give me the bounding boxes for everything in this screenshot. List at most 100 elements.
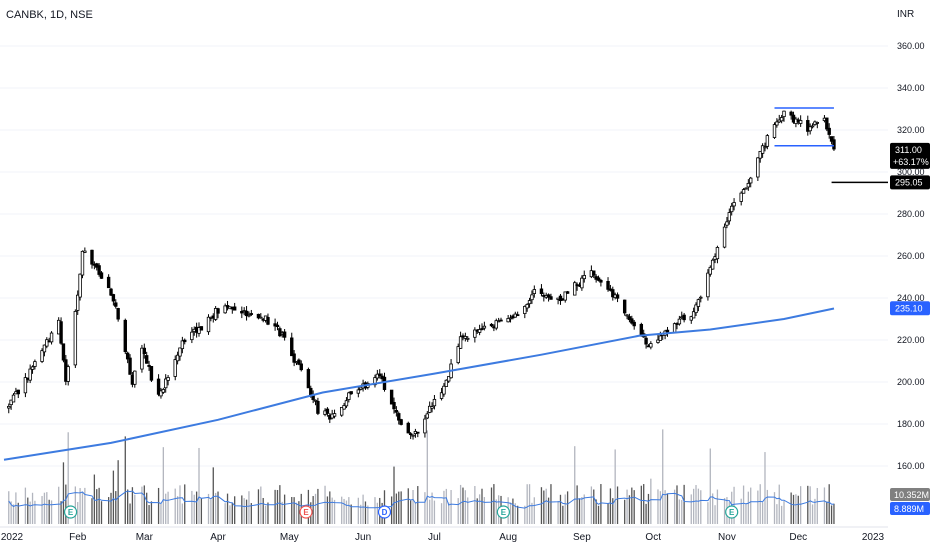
- candle-body: [699, 296, 703, 299]
- candle-body: [223, 305, 227, 314]
- candle-body: [161, 389, 166, 393]
- candle-body: [760, 145, 765, 154]
- candle-body: [580, 277, 584, 289]
- candle-body: [656, 339, 660, 343]
- candle-body: [439, 392, 444, 399]
- candle-body: [489, 323, 494, 327]
- candle-body: [456, 346, 460, 364]
- candle-body: [782, 110, 786, 118]
- x-tick-label: 2023: [862, 532, 885, 543]
- event-marker-label: E: [501, 508, 507, 517]
- candle-body: [206, 316, 211, 333]
- candle-body: [240, 310, 244, 314]
- candle-body: [313, 399, 318, 402]
- candle-body: [806, 120, 810, 132]
- price-label-box: [890, 175, 930, 190]
- event-marker-label: E: [303, 508, 309, 517]
- candle-body: [746, 182, 751, 188]
- candle-body: [339, 407, 344, 416]
- candle-body: [592, 270, 596, 276]
- candle-body: [249, 313, 254, 315]
- candle-body: [527, 300, 532, 305]
- y-tick-label: 200.00: [897, 377, 925, 387]
- x-tick-label: May: [280, 532, 299, 543]
- candle-body: [515, 314, 520, 317]
- candle-body: [442, 385, 446, 395]
- candle-body: [140, 347, 144, 370]
- candle-body: [622, 299, 627, 314]
- candle-body: [247, 314, 251, 317]
- candle-body: [482, 325, 487, 329]
- candle-body: [763, 146, 767, 149]
- event-marker: [725, 505, 739, 519]
- candle-body: [290, 337, 294, 357]
- candle-body: [808, 126, 812, 132]
- event-marker: [299, 505, 313, 519]
- candle-body: [744, 187, 748, 190]
- candle-body: [789, 111, 793, 116]
- candle-body: [615, 294, 620, 299]
- candle-body: [297, 359, 301, 365]
- volume-label-text: 10.352M: [894, 490, 929, 500]
- candle-body: [183, 339, 187, 343]
- candle-body: [316, 400, 320, 414]
- currency-label: INR: [897, 9, 915, 20]
- candle-body: [630, 318, 634, 324]
- candle-body: [708, 266, 712, 275]
- price-label-change: +63.17%: [893, 157, 929, 167]
- volume-bars: [8, 429, 835, 524]
- candle-body: [128, 357, 132, 375]
- candle-body: [494, 320, 498, 329]
- y-tick-label: 180.00: [897, 419, 925, 429]
- candle-body: [33, 361, 37, 367]
- y-tick-label: 280.00: [897, 209, 925, 219]
- candle-body: [114, 302, 118, 307]
- candle-body: [832, 139, 836, 150]
- candle-body: [292, 353, 296, 363]
- candle-body: [729, 205, 734, 213]
- candle-body: [722, 226, 727, 248]
- candle-body: [344, 400, 349, 407]
- candle-body: [627, 316, 632, 321]
- y-tick-label: 300.00: [897, 167, 925, 177]
- candle-body: [611, 289, 615, 298]
- candle-body: [394, 409, 399, 413]
- candle-body: [632, 321, 636, 327]
- candle-body: [682, 314, 686, 321]
- event-marker: [377, 505, 392, 519]
- y-tick-label: 220.00: [897, 335, 925, 345]
- candle-body: [732, 202, 736, 207]
- candle-body: [392, 402, 396, 410]
- event-marker-label: E: [729, 508, 735, 517]
- x-tick-label: Dec: [789, 532, 807, 543]
- candle-body: [49, 332, 54, 343]
- x-tick-label: Feb: [69, 532, 87, 543]
- y-tick-label: 160.00: [897, 461, 925, 471]
- candle-body: [40, 350, 44, 362]
- candle-body: [677, 318, 682, 325]
- candle-body: [16, 389, 20, 395]
- candle-body: [199, 326, 204, 331]
- x-tick-label: 2022: [1, 532, 24, 543]
- candle-body: [427, 405, 432, 413]
- moving-average-line: [3, 307, 835, 461]
- candle-body: [397, 413, 401, 421]
- event-marker: [496, 505, 510, 519]
- candle-body: [399, 419, 403, 425]
- candle-body: [373, 377, 377, 386]
- candle-body: [142, 347, 147, 354]
- candle-body: [125, 352, 130, 360]
- candle-body: [549, 296, 553, 300]
- x-tick-label: Aug: [499, 532, 517, 543]
- candle-body: [411, 434, 415, 437]
- candle-body: [694, 304, 698, 314]
- volume-average-line: [8, 490, 835, 509]
- candle-body: [825, 117, 829, 130]
- candle-body: [76, 294, 80, 311]
- candle-body: [216, 308, 220, 314]
- candle-body: [259, 316, 263, 319]
- volume-label-box: [890, 502, 930, 515]
- candle-body: [11, 394, 16, 403]
- candle-body: [546, 294, 551, 298]
